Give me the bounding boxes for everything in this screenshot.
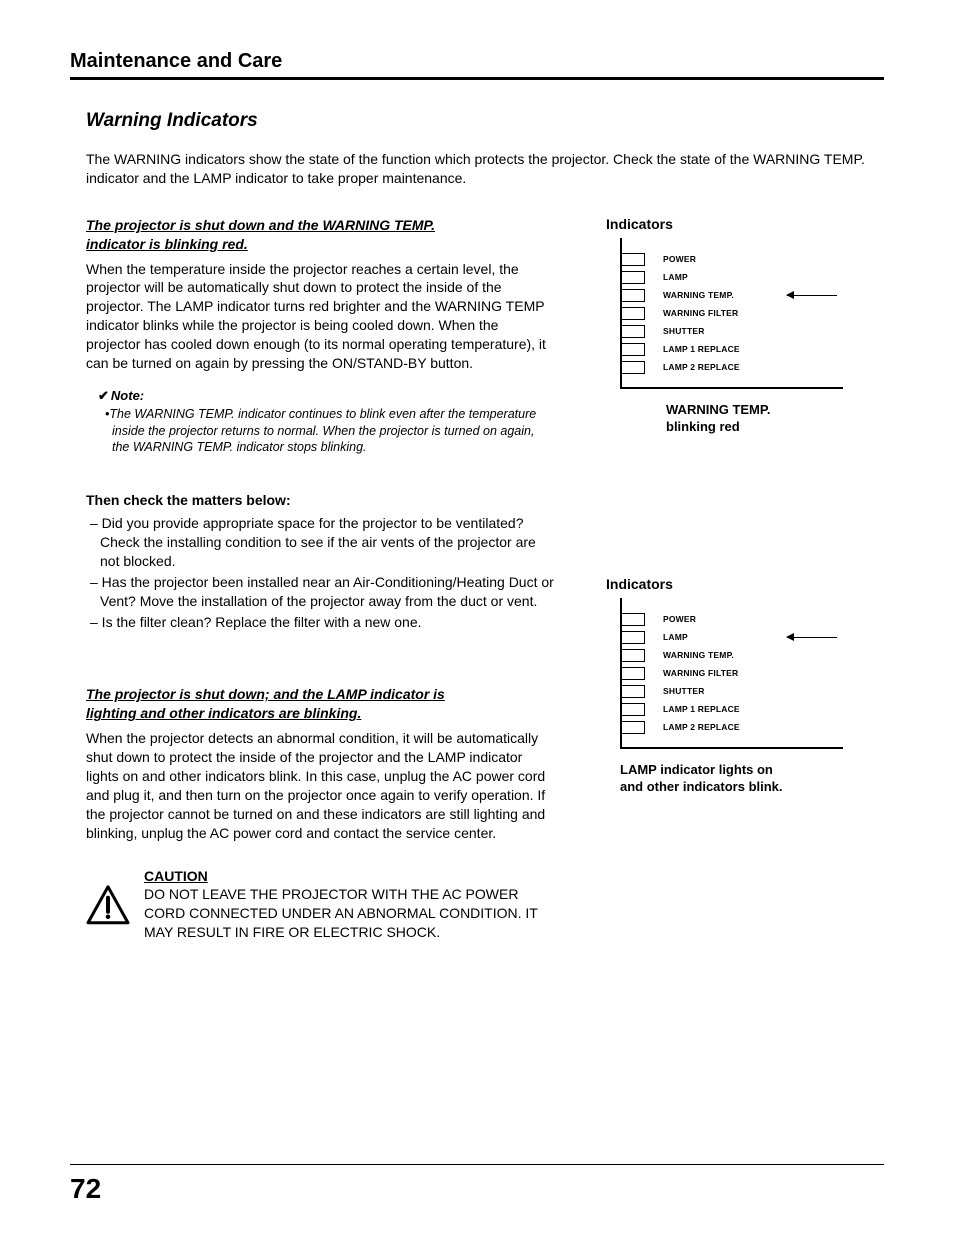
- indicator-row: LAMP 2 REPLACE: [622, 361, 837, 374]
- caution-head: CAUTION: [144, 867, 556, 886]
- led-box: [622, 721, 645, 734]
- indicator-row: LAMP 1 REPLACE: [622, 703, 837, 716]
- checklist-head: Then check the matters below:: [86, 491, 556, 510]
- check-item-1: – Did you provide appropriate space for …: [86, 514, 556, 571]
- led-box: [622, 271, 645, 284]
- led-label: LAMP 2 REPLACE: [663, 722, 837, 732]
- check-item-2: – Has the projector been installed near …: [86, 573, 556, 611]
- led-box: [622, 631, 645, 644]
- led-label: LAMP 1 REPLACE: [663, 344, 837, 354]
- indicators-title-1: Indicators: [606, 216, 884, 232]
- led-box: [622, 667, 645, 680]
- led-label: WARNING FILTER: [663, 668, 837, 678]
- subhead-2: The projector is shut down; and the LAMP…: [86, 685, 556, 723]
- indicator-row: WARNING TEMP.: [622, 649, 837, 662]
- indicator-row: LAMP: [622, 631, 837, 644]
- indicator-row: WARNING TEMP.: [622, 289, 837, 302]
- indicator-panel-2: POWER LAMP WARNING TEMP. WARNING FILTER SHUT…: [620, 598, 843, 749]
- indicator-row: LAMP 2 REPLACE: [622, 721, 837, 734]
- indicators-title-2: Indicators: [606, 576, 884, 592]
- note-body: •The WARNING TEMP. indicator continues t…: [112, 406, 546, 455]
- indicator-row: POWER: [622, 613, 837, 626]
- indicator-row: WARNING FILTER: [622, 307, 837, 320]
- indicator-row: SHUTTER: [622, 325, 837, 338]
- led-box: [622, 253, 645, 266]
- para-1: When the temperature inside the projecto…: [86, 260, 556, 373]
- indicator-panel-1: POWER LAMP WARNING TEMP. WARNING FILTER SHUT…: [620, 238, 843, 389]
- warning-triangle-icon: [86, 867, 130, 943]
- indicator-row: LAMP: [622, 271, 837, 284]
- led-label: POWER: [663, 254, 837, 264]
- led-box: [622, 685, 645, 698]
- led-box: [622, 613, 645, 626]
- led-label: WARNING TEMP.: [663, 290, 783, 300]
- indicator-row: SHUTTER: [622, 685, 837, 698]
- arrow-icon: [787, 637, 837, 639]
- led-label: LAMP: [663, 272, 837, 282]
- rule-heavy: [70, 77, 884, 80]
- led-box: [622, 325, 645, 338]
- led-label: LAMP 1 REPLACE: [663, 704, 837, 714]
- led-box: [622, 307, 645, 320]
- led-label: SHUTTER: [663, 326, 837, 336]
- chapter-title: Maintenance and Care: [70, 50, 884, 73]
- subhead-1: The projector is shut down and the WARNI…: [86, 216, 556, 254]
- panel-2-caption: LAMP indicator lights onand other indica…: [620, 761, 884, 796]
- led-box: [622, 343, 645, 356]
- page-number: 72: [70, 1173, 101, 1205]
- check-item-3: – Is the filter clean? Replace the filte…: [86, 613, 556, 632]
- section-title: Warning Indicators: [86, 110, 884, 132]
- led-box: [622, 703, 645, 716]
- led-label: LAMP 2 REPLACE: [663, 362, 837, 372]
- panel-1-caption: WARNING TEMP.blinking red: [666, 401, 884, 436]
- indicator-row: LAMP 1 REPLACE: [622, 343, 837, 356]
- led-label: POWER: [663, 614, 837, 624]
- caution-block: CAUTION DO NOT LEAVE THE PROJECTOR WITH …: [86, 867, 556, 943]
- led-box: [622, 649, 645, 662]
- indicator-row: POWER: [622, 253, 837, 266]
- rule-footer: [70, 1164, 884, 1165]
- intro-text: The WARNING indicators show the state of…: [86, 150, 884, 188]
- checklist: – Did you provide appropriate space for …: [86, 514, 556, 631]
- led-box: [622, 289, 645, 302]
- note-head: ✔Note:: [98, 387, 556, 405]
- arrow-icon: [787, 295, 837, 297]
- para-2: When the projector detects an abnormal c…: [86, 729, 556, 842]
- led-label: WARNING FILTER: [663, 308, 837, 318]
- led-label: LAMP: [663, 632, 783, 642]
- led-box: [622, 361, 645, 374]
- indicator-row: WARNING FILTER: [622, 667, 837, 680]
- caution-body: DO NOT LEAVE THE PROJECTOR WITH THE AC P…: [144, 885, 556, 942]
- led-label: SHUTTER: [663, 686, 837, 696]
- led-label: WARNING TEMP.: [663, 650, 837, 660]
